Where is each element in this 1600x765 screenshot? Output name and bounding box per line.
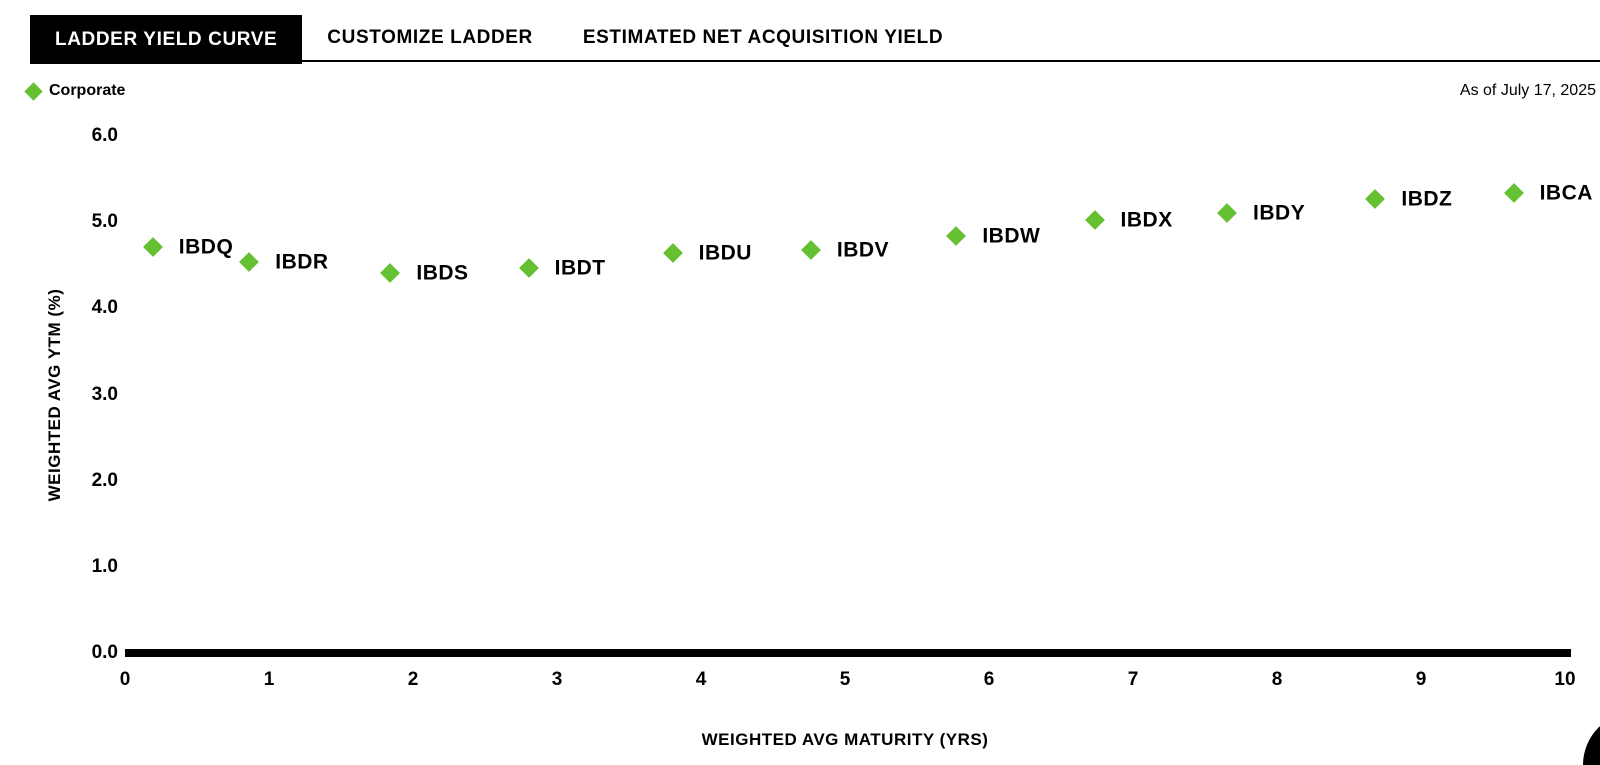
x-axis-title: WEIGHTED AVG MATURITY (YRS)	[701, 730, 989, 749]
data-point-marker-icon	[662, 243, 683, 263]
x-tick-label: 10	[1554, 669, 1576, 690]
data-point-marker-icon	[1365, 188, 1386, 209]
data-point-label: IBDV	[836, 238, 890, 262]
x-tick-label: 3	[551, 669, 563, 690]
x-tick-label: 0	[119, 669, 131, 690]
y-tick-label: 3.0	[91, 383, 118, 405]
x-tick-label: 6	[983, 669, 995, 690]
y-tick-label: 4.0	[91, 297, 118, 319]
x-tick-label: 9	[1415, 669, 1427, 690]
data-point-label: IBDZ	[1401, 187, 1453, 211]
data-point-label: IBDT	[554, 256, 606, 280]
data-point-marker-icon	[380, 262, 401, 283]
legend: Corporate	[24, 81, 126, 101]
data-point-marker-icon	[1503, 182, 1524, 203]
x-tick-label: 8	[1271, 669, 1283, 690]
x-tick-label: 4	[695, 669, 707, 690]
data-point-marker-icon	[518, 257, 539, 278]
as-of-date: As of July 17, 2025	[1459, 82, 1596, 99]
x-tick-label: 2	[407, 669, 419, 690]
data-point-marker-icon	[142, 237, 163, 257]
tab-customize-ladder[interactable]: CUSTOMIZE LADDER	[327, 26, 533, 48]
x-tick-label: 7	[1127, 669, 1139, 690]
data-point-label: IBDS	[416, 261, 469, 285]
tab-bar: LADDER YIELD CURVE CUSTOMIZE LADDER ESTI…	[30, 15, 1600, 64]
y-tick-label: 6.0	[91, 125, 118, 146]
y-tick-label: 2.0	[91, 469, 118, 491]
data-point-label: IBDY	[1253, 201, 1306, 225]
data-point-marker-icon	[1217, 202, 1237, 223]
data-point-label: IBDQ	[178, 235, 234, 259]
data-point-label: IBDR	[275, 250, 329, 274]
data-point-marker-icon	[239, 251, 260, 272]
tab-estimated-net-acquisition-yield[interactable]: ESTIMATED NET ACQUISITION YIELD	[582, 26, 944, 48]
data-point-marker-icon	[946, 225, 967, 246]
data-point-label: IBDW	[982, 224, 1041, 248]
x-axis-line	[125, 649, 1571, 657]
y-tick-label: 5.0	[91, 211, 118, 233]
data-point-marker-icon	[1084, 210, 1105, 231]
data-point-label: IBCA	[1539, 181, 1593, 205]
x-tick-label: 1	[263, 669, 275, 690]
tab-ladder-yield-curve[interactable]: LADDER YIELD CURVE	[30, 15, 303, 64]
data-point-label: IBDX	[1120, 208, 1173, 232]
x-tick-label: 5	[839, 669, 851, 690]
legend-label: Corporate	[49, 82, 126, 99]
data-point-label: IBDU	[698, 241, 752, 265]
y-tick-label: 0.0	[91, 642, 118, 663]
y-tick-label: 1.0	[91, 555, 118, 577]
data-point-marker-icon	[800, 239, 821, 260]
